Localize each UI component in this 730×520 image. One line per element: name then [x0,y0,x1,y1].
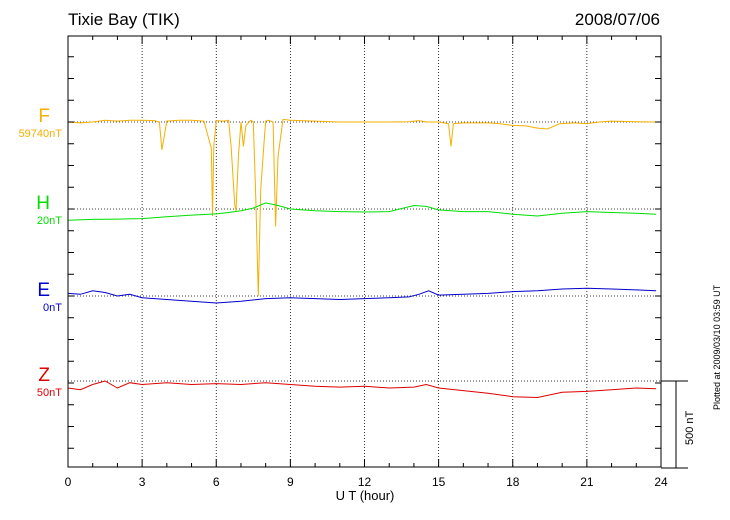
x-axis-label: U T (hour) [335,488,395,503]
component-baseline-z: 50nT [36,387,62,399]
component-label-f: F [38,106,50,127]
component-label-z: Z [38,365,50,386]
scale-bar-label: 500 nT [684,410,696,445]
chart-title: Tixie Bay (TIK) [68,10,180,29]
series-line-z [67,380,657,399]
x-tick-label: 6 [213,475,220,489]
component-baseline-h: 20nT [36,215,62,227]
chart-date: 2008/07/06 [574,10,660,29]
series-line-h [67,202,657,221]
x-tick-label: 24 [654,475,668,489]
component-baseline-f: 59740nT [18,128,62,140]
component-label-h: H [36,193,50,214]
series-line-f [67,118,657,297]
x-tick-label: 12 [358,475,372,489]
x-tick-label: 3 [139,475,146,489]
component-baseline-e: 0nT [43,302,62,314]
component-label-e: E [37,280,50,301]
x-tick-label: 0 [65,475,72,489]
x-tick-label: 21 [580,475,594,489]
x-tick-label: 18 [506,475,520,489]
x-tick-label: 15 [432,475,446,489]
grid [68,36,661,467]
plot-frame [67,35,662,468]
series-line-e [67,287,657,304]
x-tick-labels: 0 3 6 9 12 15 18 21 24 [65,475,668,489]
x-tick-label: 9 [287,475,294,489]
scale-bar [661,380,688,469]
series-layer [67,118,657,399]
plotted-at-note: Plotted at 2009/03/10 03:59 UT [712,284,722,410]
